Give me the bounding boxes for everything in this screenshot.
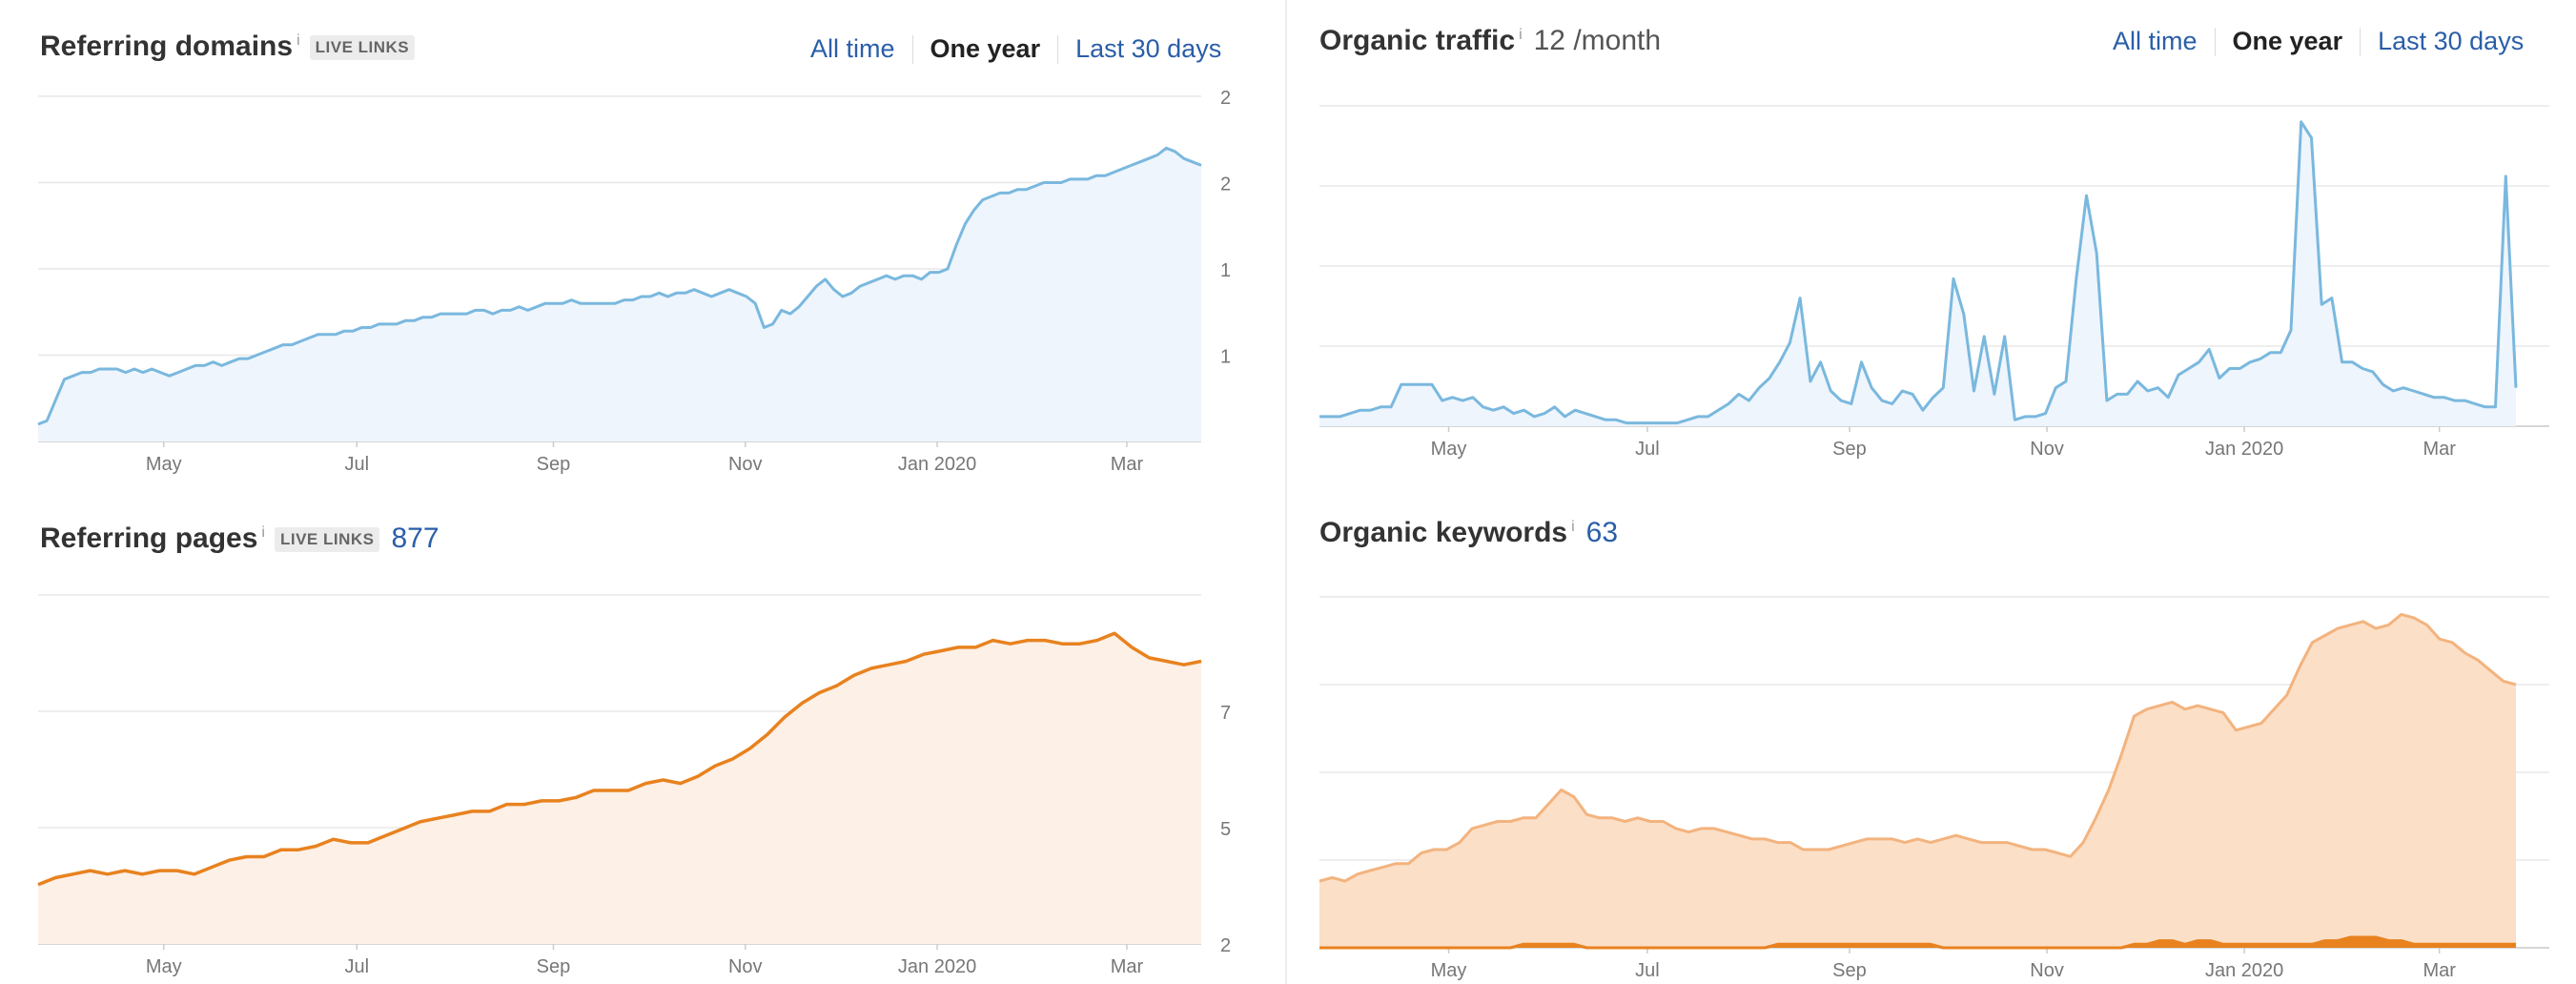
organic-traffic-chart: May Jul Sep Nov Jan 2020 Mar	[1319, 105, 2549, 460]
panel-divider	[1285, 0, 1287, 984]
y-tick-label: 1	[1220, 347, 1231, 368]
organic-keywords-label: Organic keywords	[1319, 517, 1568, 548]
organic-keywords-value: 63	[1585, 517, 1619, 548]
y-tick-label: 2	[1220, 935, 1231, 956]
y-tick-label: 2	[1220, 174, 1231, 195]
y-tick-label: 1	[1220, 260, 1231, 281]
series-area	[38, 148, 1201, 442]
x-tick-label: Sep	[1832, 439, 1867, 460]
x-tick-label: Sep	[537, 956, 571, 977]
x-tick-label: Nov	[2030, 439, 2064, 460]
tab-last-30-days[interactable]: Last 30 days	[2378, 27, 2525, 55]
organic-traffic-label: Organic traffic	[1319, 25, 1516, 56]
series-area	[1319, 614, 2516, 948]
series-area	[38, 633, 1201, 944]
tab-separator	[911, 34, 913, 64]
x-tick-label: Mar	[2423, 439, 2456, 460]
x-tick-label: Jan 2020	[898, 956, 976, 977]
info-icon[interactable]: i	[296, 32, 300, 49]
series-line	[37, 146, 1202, 426]
x-tick-label: Mar	[2423, 960, 2456, 981]
info-icon[interactable]: i	[1571, 519, 1575, 535]
organic-traffic-value: 12 /month	[1533, 25, 1662, 56]
x-tick-label: Jan 2020	[898, 454, 976, 475]
series-line	[37, 631, 1202, 887]
tab-separator	[1057, 34, 1059, 64]
referring-domains-time-tabs: All time One year Last 30 days	[793, 34, 1238, 64]
x-tick-label: Sep	[1832, 960, 1867, 981]
x-tick-label: Jan 2020	[2205, 439, 2283, 460]
referring-domains-title: Referring domains i LIVE LINKS	[40, 31, 416, 63]
tab-one-year[interactable]: One year	[930, 34, 1041, 63]
referring-domains-label: Referring domains	[40, 31, 294, 62]
organic-traffic-time-tabs: All time One year Last 30 days	[2096, 27, 2541, 56]
tab-last-30-days[interactable]: Last 30 days	[1075, 34, 1222, 63]
x-tick-label: May	[146, 956, 182, 977]
tab-separator	[2360, 27, 2361, 56]
x-tick-label: May	[1431, 960, 1467, 981]
x-tick-label: Jul	[1635, 960, 1660, 981]
x-tick-label: May	[1431, 439, 1467, 460]
referring-pages-title: Referring pages i LIVE LINKS 877	[40, 523, 440, 555]
tab-all-time[interactable]: All time	[2113, 27, 2198, 55]
info-icon[interactable]: i	[261, 524, 265, 541]
x-tick-label: Jul	[344, 956, 369, 977]
y-tick-label: 7	[1220, 703, 1231, 724]
tab-all-time[interactable]: All time	[810, 34, 895, 63]
x-tick-label: Nov	[2030, 960, 2064, 981]
x-tick-label: Jul	[344, 454, 369, 475]
referring-pages-label: Referring pages	[40, 523, 258, 554]
x-tick-label: Jan 2020	[2205, 960, 2283, 981]
referring-pages-value: 877	[391, 523, 440, 554]
series-line	[1319, 612, 2517, 883]
organic-keywords-title: Organic keywords i 63	[1319, 517, 1618, 549]
referring-domains-chart: 2 2 1 1 May Jul Sep Nov Jan 2020 Mar	[37, 88, 1231, 475]
organic-keywords-chart: May Jul Sep Nov Jan 2020 Mar	[1319, 596, 2549, 981]
y-tick-label: 2	[1220, 88, 1231, 109]
series-line	[1319, 935, 2516, 950]
x-tick-label: Jul	[1635, 439, 1660, 460]
x-tick-label: Mar	[1111, 956, 1144, 977]
y-tick-label: 5	[1220, 819, 1231, 840]
tab-one-year[interactable]: One year	[2232, 27, 2343, 55]
organic-traffic-title: Organic traffic i 12 /month	[1319, 25, 1661, 57]
referring-pages-chart: 7 5 2 May Jul Sep Nov Jan 2020 Mar	[37, 594, 1231, 977]
series-area	[1319, 937, 2516, 948]
info-icon[interactable]: i	[1519, 27, 1523, 43]
live-links-badge: LIVE LINKS	[274, 527, 380, 553]
series-area	[1319, 121, 2516, 427]
x-tick-label: Mar	[1111, 454, 1144, 475]
x-tick-label: May	[146, 454, 182, 475]
series-line	[1319, 120, 2518, 425]
live-links-badge: LIVE LINKS	[309, 35, 416, 61]
x-tick-label: Nov	[728, 956, 763, 977]
x-tick-label: Sep	[537, 454, 571, 475]
tab-separator	[2214, 27, 2216, 56]
x-tick-label: Nov	[728, 454, 763, 475]
